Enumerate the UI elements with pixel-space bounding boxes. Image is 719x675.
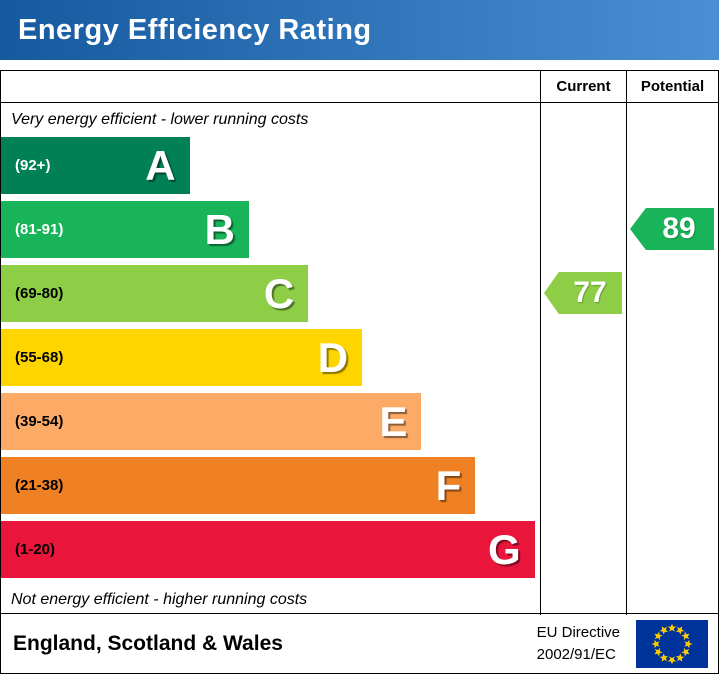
band-range: (92+) <box>15 157 51 174</box>
band-row-b: (81-91) B <box>1 201 249 258</box>
chart-body: Very energy efficient - lower running co… <box>1 103 718 615</box>
band-row-a: (92+) A <box>1 137 190 194</box>
energy-rating-chart: Current Potential Very energy efficient … <box>0 70 719 615</box>
potential-rating-arrow: 89 <box>630 208 714 250</box>
current-rating-value: 77 <box>573 276 607 309</box>
band-scale-area: Very energy efficient - lower running co… <box>1 103 540 615</box>
band-letter: E <box>379 397 408 445</box>
chart-header-row: Current Potential <box>1 71 718 103</box>
band-range: (69-80) <box>15 285 64 302</box>
current-rating-arrow: 77 <box>544 272 622 314</box>
region-label: England, Scotland & Wales <box>13 631 283 655</box>
current-column: 77 <box>540 103 626 615</box>
band-range: (21-38) <box>15 477 64 494</box>
band-letter: D <box>317 333 349 381</box>
band-letter: F <box>435 461 462 509</box>
eu-directive-text: EU Directive 2002/91/EC <box>537 622 620 666</box>
potential-rating-value: 89 <box>662 212 696 245</box>
band-row-f: (21-38) F <box>1 457 476 514</box>
band-row-e: (39-54) E <box>1 393 422 450</box>
bottom-note: Not energy efficient - higher running co… <box>11 591 308 608</box>
band-row-g: (1-20) G <box>1 521 535 578</box>
band-letter: C <box>263 269 295 317</box>
eu-directive-line1: EU Directive <box>536 623 620 641</box>
page-title: Energy Efficiency Rating <box>18 13 372 46</box>
eu-directive-line2: 2002/91/EC <box>536 645 616 663</box>
top-note: Very energy efficient - lower running co… <box>11 111 309 128</box>
title-bar: Energy Efficiency Rating <box>0 0 719 60</box>
potential-column: 89 <box>626 103 718 615</box>
band-range: (81-91) <box>15 221 64 238</box>
band-range: (1-20) <box>15 541 56 558</box>
band-letter: B <box>204 205 235 253</box>
band-letter: A <box>145 141 176 189</box>
current-column-header: Current <box>540 71 626 102</box>
band-range: (55-68) <box>15 349 64 366</box>
footer-bar: England, Scotland & Wales EU Directive 2… <box>0 613 719 674</box>
band-letter: G <box>487 525 521 573</box>
header-spacer-cell <box>1 71 540 102</box>
band-range: (39-54) <box>15 413 64 430</box>
band-row-c: (69-80) C <box>1 265 309 322</box>
eu-flag-icon <box>636 619 708 668</box>
potential-column-header: Potential <box>626 71 718 102</box>
band-row-d: (55-68) D <box>1 329 363 386</box>
